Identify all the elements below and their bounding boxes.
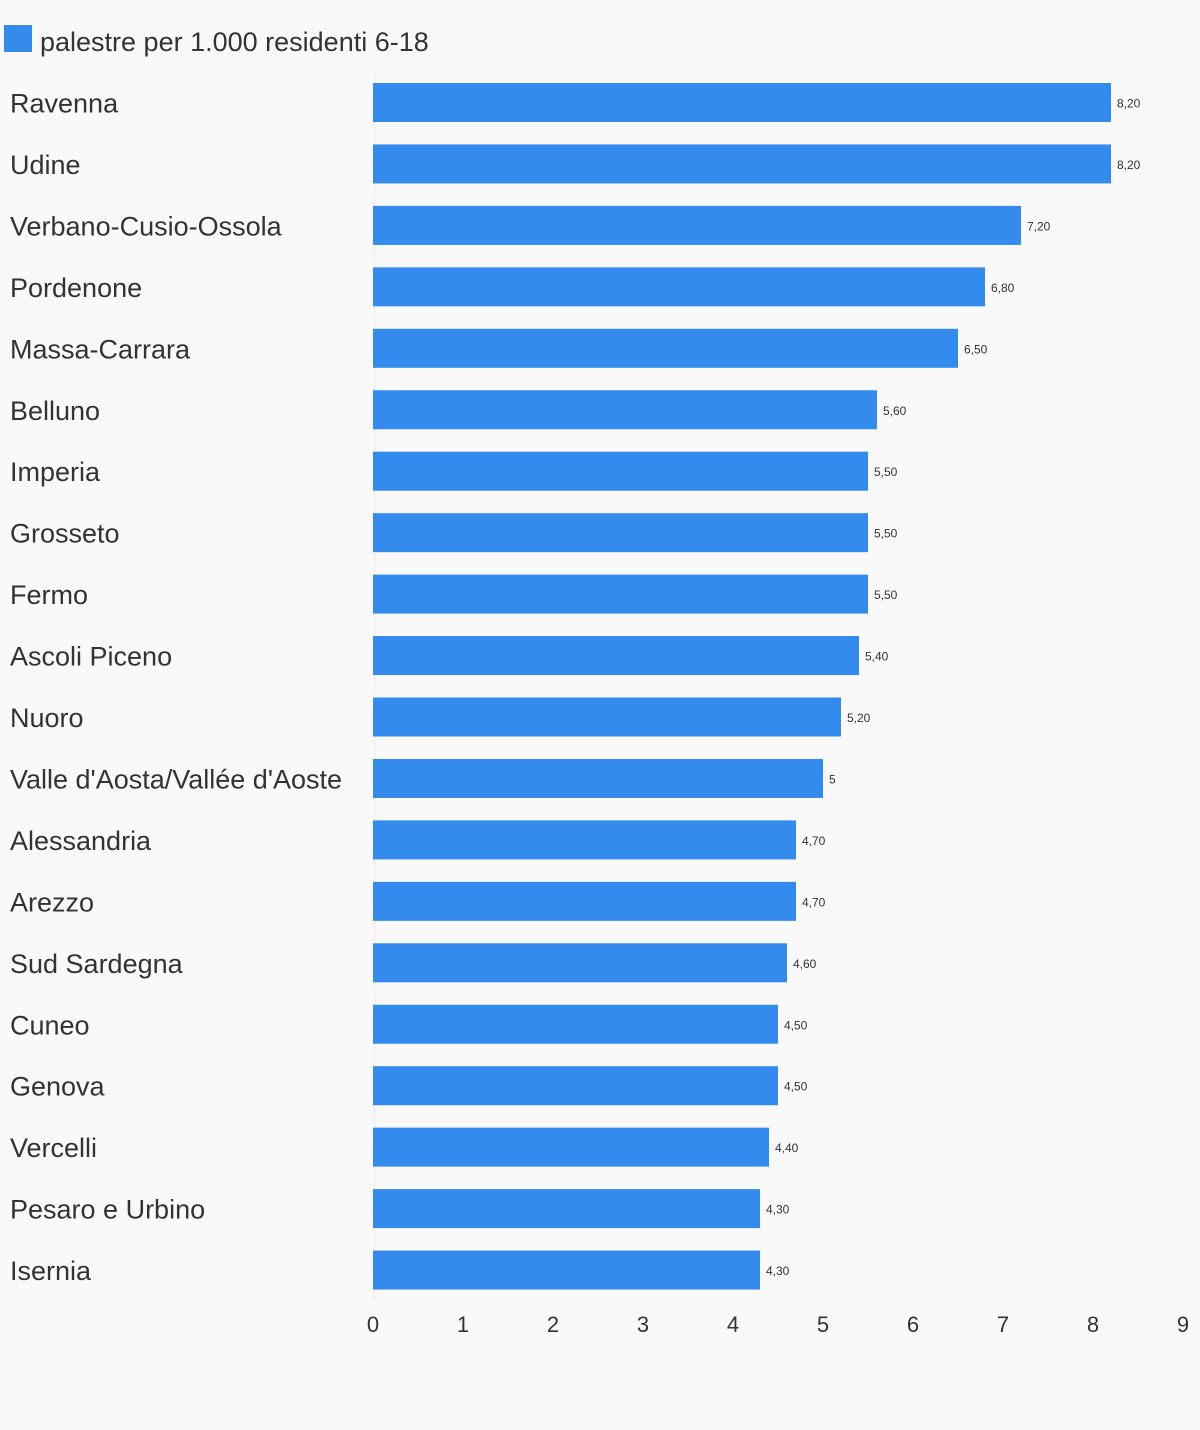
x-axis-ticks: 0 1 2 3 4 5 6 7 8 9	[367, 1312, 1189, 1337]
bar	[373, 1066, 778, 1106]
data-label: 5,50	[874, 465, 898, 479]
x-tick-label: 2	[547, 1312, 559, 1337]
bar	[373, 144, 1111, 184]
data-label: 8,20	[1117, 97, 1141, 111]
data-label: 4,50	[784, 1080, 808, 1094]
bar	[373, 267, 985, 307]
category-label: Grosseto	[10, 519, 120, 549]
category-label: Pesaro e Urbino	[10, 1195, 205, 1225]
bar	[373, 83, 1111, 122]
bar	[373, 697, 841, 737]
category-label: Belluno	[10, 396, 100, 426]
bar	[373, 205, 1021, 245]
data-label: 4,70	[802, 895, 826, 909]
data-label: 5,50	[874, 527, 898, 541]
bar	[373, 513, 868, 553]
data-label: 4,70	[802, 834, 826, 848]
x-tick-label: 7	[997, 1312, 1009, 1337]
category-label: Pordenone	[10, 273, 142, 303]
legend: palestre per 1.000 residenti 6-18	[4, 25, 429, 57]
data-label: 5,20	[847, 711, 871, 725]
data-label: 4,50	[784, 1018, 808, 1032]
legend-label: palestre per 1.000 residenti 6-18	[40, 27, 429, 57]
category-label: Udine	[10, 150, 81, 180]
bar	[373, 943, 787, 983]
data-label: 5,40	[865, 650, 889, 664]
data-label: 6,50	[964, 342, 988, 356]
plot-area	[373, 72, 376, 1300]
data-label: 5	[829, 772, 836, 786]
x-tick-label: 8	[1087, 1312, 1099, 1337]
data-label: 4,60	[793, 957, 817, 971]
bar	[373, 1250, 760, 1290]
x-tick-label: 6	[907, 1312, 919, 1337]
data-label: 7,20	[1027, 219, 1051, 233]
category-label: Massa-Carrara	[10, 334, 191, 364]
bar	[373, 881, 796, 921]
bar	[373, 390, 877, 430]
category-label: Nuoro	[10, 703, 84, 733]
bar	[373, 328, 958, 368]
category-label: Imperia	[10, 457, 101, 487]
category-label: Genova	[10, 1072, 106, 1102]
category-label: Verbano-Cusio-Ossola	[10, 211, 283, 241]
data-label: 4,40	[775, 1141, 799, 1155]
category-label: Vercelli	[10, 1133, 97, 1163]
legend-swatch	[4, 25, 32, 52]
bar	[373, 758, 823, 798]
x-tick-label: 1	[457, 1312, 469, 1337]
data-label: 4,30	[766, 1203, 790, 1217]
category-label: Valle d'Aosta/Vallée d'Aoste	[10, 764, 342, 794]
category-label: Isernia	[10, 1256, 92, 1286]
data-label: 5,50	[874, 588, 898, 602]
category-label: Arezzo	[10, 887, 94, 917]
category-label: Ravenna	[10, 89, 119, 119]
x-tick-label: 4	[727, 1312, 739, 1337]
category-label: Fermo	[10, 580, 88, 610]
value-labels: 8,20 8,20 7,20 6,80 6,50 5,60 5,50 5,50 5,50 5,40…	[766, 97, 1141, 1279]
category-label: Cuneo	[10, 1010, 90, 1040]
data-label: 5,60	[883, 404, 907, 418]
bar	[373, 1127, 769, 1167]
x-tick-label: 3	[637, 1312, 649, 1337]
data-label: 6,80	[991, 281, 1015, 295]
x-tick-label: 9	[1177, 1312, 1189, 1337]
data-label: 4,30	[766, 1264, 790, 1278]
category-label: Sud Sardegna	[10, 949, 184, 979]
x-tick-label: 5	[817, 1312, 829, 1337]
bar	[373, 636, 859, 676]
x-tick-label: 0	[367, 1312, 379, 1337]
bar	[373, 451, 868, 491]
category-label: Alessandria	[10, 826, 152, 856]
bars	[373, 83, 1111, 1290]
category-labels: Ravenna Udine Verbano-Cusio-Ossola Pordenon…	[10, 89, 342, 1287]
bar	[373, 820, 796, 860]
bar	[373, 574, 868, 614]
category-label: Ascoli Piceno	[10, 642, 172, 672]
bar	[373, 1189, 760, 1229]
data-label: 8,20	[1117, 158, 1141, 172]
bar	[373, 1004, 778, 1044]
